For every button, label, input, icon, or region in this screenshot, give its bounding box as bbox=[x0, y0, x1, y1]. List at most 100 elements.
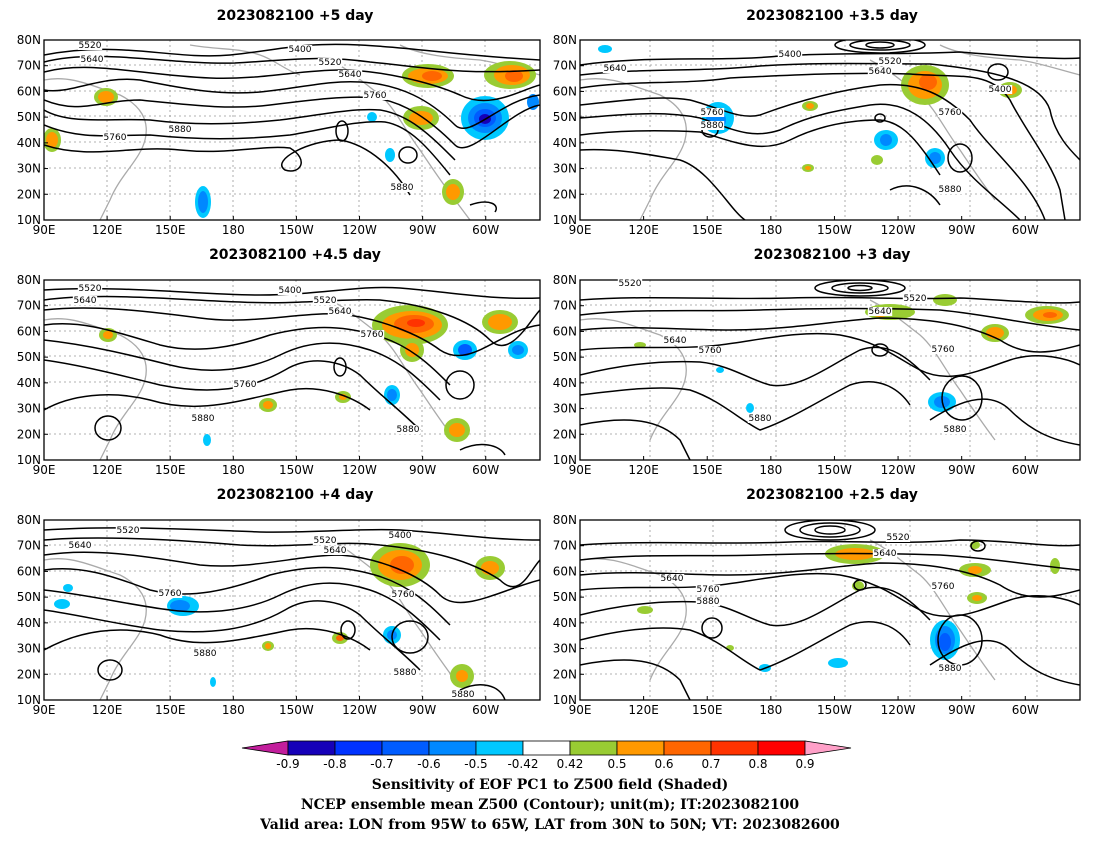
panel-mid-left bbox=[44, 280, 540, 460]
lat-tick-label: 50N bbox=[553, 350, 577, 364]
colorbar-segment bbox=[381, 740, 430, 756]
lon-tick-label: 120W bbox=[342, 463, 377, 477]
contour-label: 5520 bbox=[314, 536, 337, 546]
lat-tick-label: 40N bbox=[553, 136, 577, 150]
lon-tick-label: 90E bbox=[33, 703, 56, 717]
lat-tick-label: 20N bbox=[553, 427, 577, 441]
colorbar-segment bbox=[428, 740, 477, 756]
lon-tick-label: 150W bbox=[817, 223, 852, 237]
lon-tick-label: 90W bbox=[948, 223, 975, 237]
contour-label-bg bbox=[747, 414, 773, 423]
lon-tick-label: 120E bbox=[628, 703, 659, 717]
lon-tick-label: 90W bbox=[409, 223, 436, 237]
lon-tick-label: 120W bbox=[881, 703, 916, 717]
lat-tick-label: 80N bbox=[553, 33, 577, 47]
lat-tick-label: 50N bbox=[17, 350, 41, 364]
lat-tick-label: 50N bbox=[17, 110, 41, 124]
panel-mid-right bbox=[580, 280, 1080, 460]
lat-tick-label: 20N bbox=[553, 187, 577, 201]
colorbar-low-arrow bbox=[241, 740, 289, 756]
contour-label: 5520 bbox=[887, 533, 910, 543]
contour-label-bg bbox=[77, 41, 103, 50]
lat-tick-label: 30N bbox=[17, 402, 41, 416]
lon-tick-label: 150E bbox=[692, 703, 723, 717]
lat-tick-label: 80N bbox=[553, 513, 577, 527]
contour-label-bg bbox=[617, 279, 643, 288]
lon-tick-label: 90E bbox=[569, 223, 592, 237]
contour-label: 5640 bbox=[324, 546, 347, 556]
lat-tick-label: 60N bbox=[17, 84, 41, 98]
lat-tick-label: 10N bbox=[17, 213, 41, 227]
lat-tick-label: 30N bbox=[553, 642, 577, 656]
contour-label: 5880 bbox=[394, 668, 417, 678]
panel-title-bot-left: 2023082100 +4 day bbox=[216, 487, 374, 503]
lon-tick-label: 60W bbox=[472, 223, 499, 237]
panel-title-top-left: 2023082100 +5 day bbox=[216, 8, 374, 24]
contour-label: 5760 bbox=[392, 590, 415, 600]
contour-label-bg bbox=[312, 296, 338, 305]
contour-label-bg bbox=[337, 70, 363, 79]
contour-label-bg bbox=[777, 50, 803, 59]
lat-tick-label: 10N bbox=[17, 693, 41, 707]
lat-tick-label: 20N bbox=[17, 667, 41, 681]
lon-tick-label: 120W bbox=[881, 463, 916, 477]
contour-label-bg bbox=[115, 526, 141, 535]
contour-label-bg bbox=[930, 345, 956, 354]
contour-label: 5760 bbox=[361, 330, 384, 340]
contour-label: 5640 bbox=[874, 549, 897, 559]
lat-tick-label: 10N bbox=[553, 453, 577, 467]
contour-label-bg bbox=[72, 296, 98, 305]
colorbar-segment bbox=[757, 740, 806, 756]
lat-tick-label: 80N bbox=[553, 273, 577, 287]
lon-tick-label: 150E bbox=[155, 223, 186, 237]
contour-label: 5880 bbox=[944, 425, 967, 435]
lat-tick-label: 70N bbox=[553, 299, 577, 313]
panel-top-right bbox=[580, 40, 1080, 220]
contour-label-bg bbox=[699, 121, 725, 130]
contour-label: 5640 bbox=[661, 574, 684, 584]
lat-tick-label: 80N bbox=[17, 273, 41, 287]
contour-label-bg bbox=[192, 649, 218, 658]
colorbar: -0.9 -0.8 -0.7 -0.6 -0.5 -0.42 0.42 0.5 0.6 0.7 0.… bbox=[241, 740, 852, 771]
contour-label: 5760 bbox=[364, 91, 387, 101]
panel-title-top-right: 2023082100 +3.5 day bbox=[746, 8, 918, 24]
lon-tick-label: 90W bbox=[409, 703, 436, 717]
panel-bot-right bbox=[580, 520, 1080, 700]
contour-label: 5640 bbox=[664, 336, 687, 346]
panel-bot-left bbox=[44, 520, 540, 700]
lon-tick-label: 180 bbox=[759, 703, 782, 717]
colorbar-tick-label: -0.42 bbox=[507, 757, 538, 771]
contour-label: 5880 bbox=[701, 121, 724, 131]
contour-label-bg bbox=[699, 108, 725, 117]
contour-label: 5880 bbox=[697, 597, 720, 607]
contour-label-bg bbox=[327, 307, 353, 316]
lon-tick-label: 150E bbox=[692, 463, 723, 477]
contour-label-bg bbox=[662, 336, 688, 345]
lat-tick-label: 60N bbox=[17, 324, 41, 338]
colorbar-tick-label: 0.42 bbox=[557, 757, 584, 771]
contour-label-bg bbox=[322, 546, 348, 555]
colorbar-tick-label: -0.9 bbox=[276, 757, 299, 771]
contour-label-bg bbox=[157, 589, 183, 598]
footer-line-2: NCEP ensemble mean Z500 (Contour); unit(… bbox=[300, 797, 800, 813]
lat-tick-label: 40N bbox=[17, 616, 41, 630]
lat-tick-label: 20N bbox=[17, 187, 41, 201]
contour-label: 5520 bbox=[879, 57, 902, 67]
contour-label: 5880 bbox=[192, 414, 215, 424]
colorbar-segment bbox=[334, 740, 383, 756]
contour-label: 5760 bbox=[939, 108, 962, 118]
lon-tick-label: 90W bbox=[948, 703, 975, 717]
lat-tick-label: 70N bbox=[17, 299, 41, 313]
lon-tick-label: 120E bbox=[92, 463, 123, 477]
lon-tick-label: 150W bbox=[817, 703, 852, 717]
colorbar-high-arrow bbox=[804, 740, 852, 756]
contour-label: 5760 bbox=[932, 345, 955, 355]
lat-tick-label: 60N bbox=[17, 564, 41, 578]
panel-top-left bbox=[44, 40, 540, 220]
contour-label-bg bbox=[395, 425, 421, 434]
contour-label: 5640 bbox=[69, 541, 92, 551]
colorbar-tick-label: 0.7 bbox=[701, 757, 720, 771]
lon-tick-label: 90E bbox=[33, 463, 56, 477]
lat-tick-label: 40N bbox=[553, 616, 577, 630]
lat-tick-label: 30N bbox=[17, 162, 41, 176]
